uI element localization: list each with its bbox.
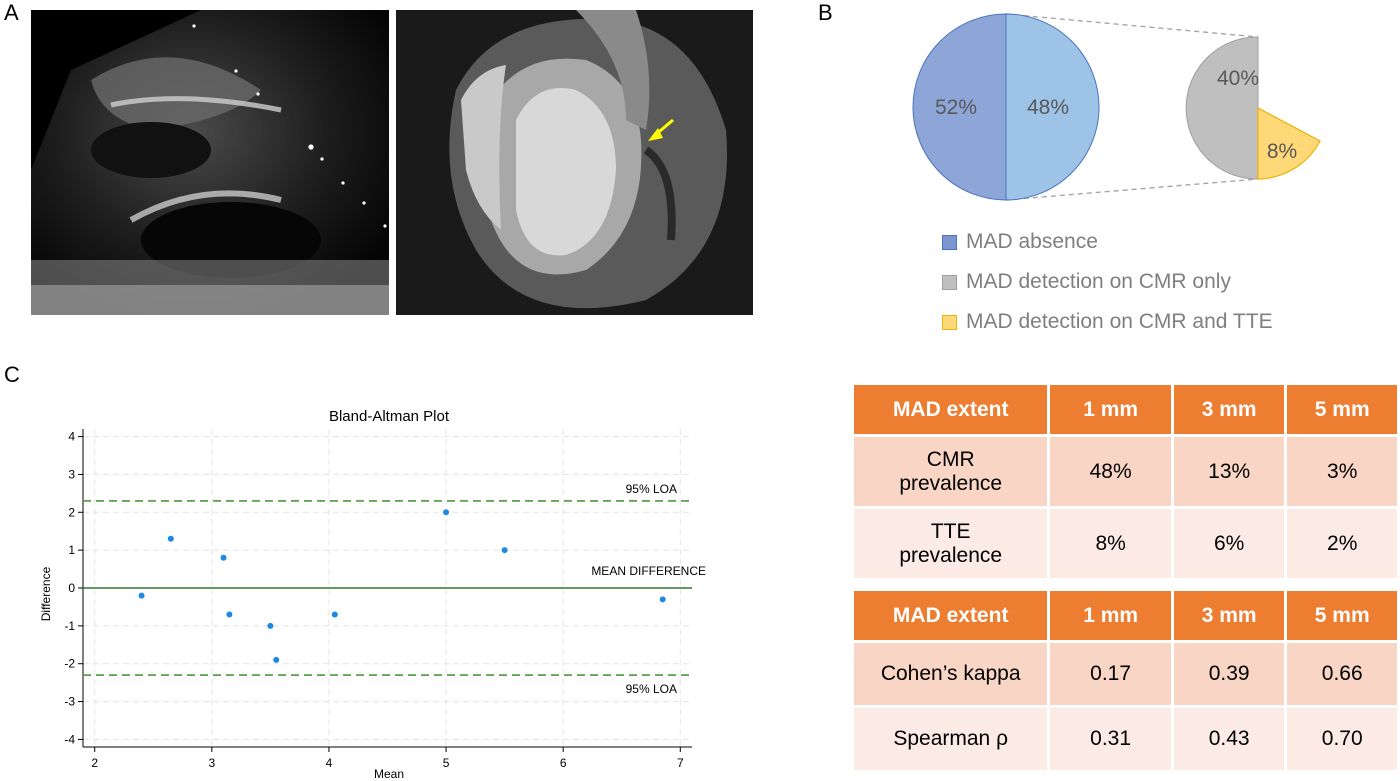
legend-item-absence: MAD absence — [942, 222, 1273, 262]
table-cell: 0.17 — [1050, 643, 1171, 705]
y-tick-label: 2 — [68, 505, 75, 519]
y-tick-label: -4 — [64, 732, 75, 746]
table-row: Spearman ρ 0.31 0.43 0.70 — [854, 708, 1397, 770]
table-cell: 0.31 — [1050, 708, 1171, 770]
annotation-mean-difference: MEAN DIFFERENCE — [591, 564, 706, 578]
cmr-drawing — [396, 10, 753, 315]
legend-label-absence: MAD absence — [966, 230, 1098, 253]
y-axis-label: Difference — [39, 566, 53, 621]
legend-item-cmr-only: MAD detection on CMR only — [942, 262, 1273, 302]
table-cell: 0.70 — [1287, 708, 1397, 770]
x-axis-label: Mean — [374, 767, 404, 781]
table-cell: 13% — [1173, 437, 1285, 506]
table2-row-label: Spearman ρ — [854, 708, 1048, 770]
data-point — [267, 622, 274, 629]
table-row: CMR prevalence 48% 13% 3% — [854, 437, 1397, 506]
table1-header-5mm: 5 mm — [1287, 385, 1397, 434]
row-label-line1: TTE — [930, 519, 971, 543]
subpie-slice-cmr-tte — [1257, 107, 1321, 180]
data-point — [273, 656, 280, 663]
legend-label-cmr-only: MAD detection on CMR only — [966, 270, 1231, 293]
x-tick-label: 5 — [443, 756, 450, 770]
table-cell: 6% — [1173, 509, 1285, 578]
pie-charts: 52% 48% 40% 8% — [912, 13, 1321, 201]
annotation-loa-lower: 95% LOA — [626, 682, 677, 696]
data-point — [220, 554, 227, 561]
table1-row-label: TTE prevalence — [854, 509, 1048, 578]
x-tick-label: 4 — [326, 756, 333, 770]
legend-label-cmr-tte: MAD detection on CMR and TTE — [966, 310, 1273, 333]
echocardiography-image — [31, 10, 389, 315]
data-point — [331, 611, 338, 618]
data-point — [659, 596, 666, 603]
table2-header-1mm: 1 mm — [1050, 591, 1171, 640]
data-point — [167, 535, 174, 542]
subpie-label-8: 8% — [1267, 140, 1297, 163]
y-tick-label: 1 — [68, 543, 75, 557]
pie-label-52: 52% — [935, 96, 977, 119]
table-cell: 0.39 — [1173, 643, 1285, 705]
pie-legend: MAD absence MAD detection on CMR only MA… — [942, 222, 1273, 342]
data-point — [443, 509, 450, 516]
legend-swatch-absence — [942, 234, 957, 250]
table1-row-label: CMR prevalence — [854, 437, 1048, 506]
pie-slice-detection — [1005, 13, 1100, 201]
cmr-image — [396, 10, 753, 315]
data-point — [138, 592, 145, 599]
pie-slice-absence — [912, 13, 1007, 201]
table1-header-1mm: 1 mm — [1050, 385, 1171, 434]
table-cell: 8% — [1050, 509, 1171, 578]
table-cell: 48% — [1050, 437, 1171, 506]
legend-swatch-cmr-only — [942, 274, 957, 290]
bland-altman-plot: Bland-Altman Plot Mean Difference 2 3 4 5 6 7… — [39, 408, 706, 781]
y-tick-label: 3 — [68, 467, 75, 481]
echo-drawing — [31, 10, 389, 315]
y-tick-label: 4 — [68, 430, 75, 444]
subpie-label-40: 40% — [1217, 67, 1259, 90]
prevalence-table: MAD extent 1 mm 3 mm 5 mm CMR prevalence … — [851, 382, 1400, 581]
table-row: TTE prevalence 8% 6% 2% — [854, 509, 1397, 578]
data-point — [501, 547, 508, 554]
panel-label-c: C — [4, 362, 20, 387]
arrow-icon — [648, 128, 663, 141]
panel-label-a: A — [4, 0, 19, 25]
table1-header-extent: MAD extent — [854, 385, 1048, 434]
table-cell: 3% — [1287, 437, 1397, 506]
panel-label-b: B — [818, 0, 833, 25]
legend-swatch-cmr-tte — [942, 314, 957, 330]
pie-label-48: 48% — [1027, 96, 1069, 119]
table-cell: 0.43 — [1173, 708, 1285, 770]
table-cell: 0.66 — [1287, 643, 1397, 705]
table2-header-5mm: 5 mm — [1287, 591, 1397, 640]
chart-title: Bland-Altman Plot — [329, 408, 450, 425]
x-tick-label: 7 — [677, 756, 684, 770]
y-tick-label: -3 — [64, 695, 75, 709]
connector-line-top — [1005, 13, 1259, 38]
annotation-loa-upper: 95% LOA — [626, 482, 677, 496]
x-tick-label: 3 — [208, 756, 215, 770]
table2-header-extent: MAD extent — [854, 591, 1048, 640]
table2-header-3mm: 3 mm — [1173, 591, 1285, 640]
row-label-line2: prevalence — [899, 543, 1003, 567]
table-row: Cohen’s kappa 0.17 0.39 0.66 — [854, 643, 1397, 705]
table2-row-label: Cohen’s kappa — [854, 643, 1048, 705]
data-point — [226, 611, 233, 618]
table1-header-3mm: 3 mm — [1173, 385, 1285, 434]
y-tick-label: -1 — [64, 619, 75, 633]
row-label-line2: prevalence — [899, 471, 1003, 495]
table-cell: 2% — [1287, 509, 1397, 578]
x-tick-label: 6 — [560, 756, 567, 770]
connector-line-bottom — [1005, 178, 1259, 201]
x-tick-label: 2 — [91, 756, 98, 770]
row-label-line1: CMR — [926, 447, 975, 471]
agreement-table: MAD extent 1 mm 3 mm 5 mm Cohen’s kappa … — [851, 588, 1400, 773]
legend-item-cmr-tte: MAD detection on CMR and TTE — [942, 302, 1273, 342]
y-tick-label: 0 — [68, 581, 75, 595]
y-tick-label: -2 — [64, 657, 75, 671]
